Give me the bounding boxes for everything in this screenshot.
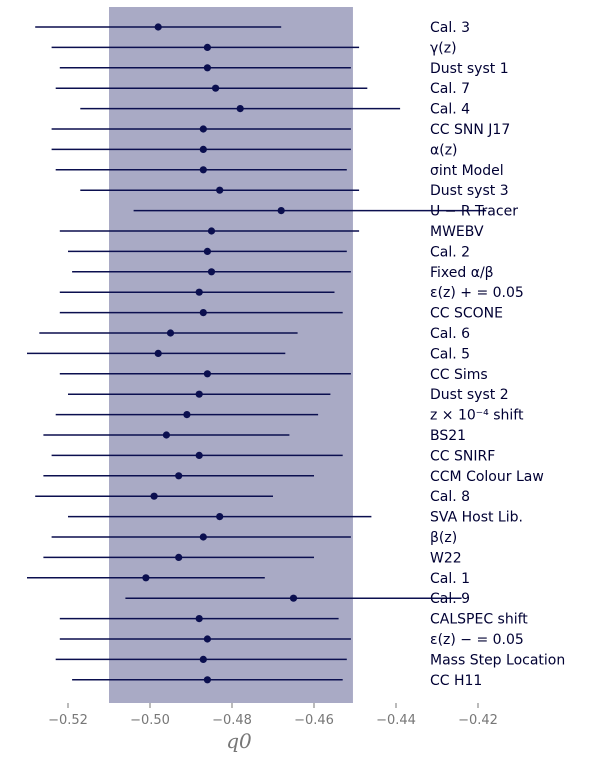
x-tick-label: −0.48 [212,713,252,728]
series-label: SVA Host Lib. [430,510,523,526]
data-point [207,227,216,235]
series-label: ε(z) − = 0.05 [430,632,524,648]
series-label: Cal. 6 [430,326,470,342]
series-label: CC SNN J17 [430,122,510,138]
data-point [199,533,207,541]
data-point [212,84,220,92]
series-label: ε(z) + = 0.05 [430,285,524,301]
series-label: σint Model [430,163,504,179]
series-label: Mass Step Location [430,652,565,668]
data-point [154,349,162,357]
series-label: Dust syst 2 [430,387,509,403]
data-point [150,492,158,500]
data-point [203,676,211,684]
series-label: U − R Tracer [430,204,518,220]
data-point [203,370,211,378]
data-point [236,105,244,113]
series-label: Cal. 9 [430,591,470,607]
series-label: Cal. 5 [430,346,470,362]
x-tick-label: −0.42 [458,713,498,728]
x-axis-title-symbol: q0 [226,729,252,753]
data-point [183,411,191,419]
series-label: α(z) [430,142,458,158]
data-point [166,329,175,337]
data-point [195,390,203,398]
series-label: Fixed α/β [430,265,494,281]
data-point [216,186,224,194]
series-label: CC SNIRF [430,448,495,464]
x-tick-label: −0.52 [48,713,88,728]
series-label: CALSPEC shift [430,612,528,628]
data-point [277,207,285,215]
series-label: Cal. 8 [430,489,470,505]
data-point [199,145,207,153]
data-point [207,268,216,276]
data-point [195,615,203,623]
series-label: Dust syst 1 [430,61,509,77]
series-label: β(z) [430,530,457,546]
x-tick-label: −0.50 [130,713,170,728]
reference-band [109,7,353,703]
data-point [154,23,162,31]
data-point [203,635,211,643]
series-label: MWEBV [430,224,484,240]
data-point [175,472,183,480]
series-label: CC H11 [430,673,482,689]
series-label: CC Sims [430,367,488,383]
x-tick-label: −0.46 [294,713,334,728]
series-label: Cal. 3 [430,20,470,36]
data-point [199,309,207,317]
data-point [203,247,211,255]
data-point [199,166,207,174]
series-label: z × 10⁻⁴ shift [430,408,524,424]
series-label: Cal. 2 [430,244,470,260]
series-label: Dust syst 3 [430,183,509,199]
series-label: CC SCONE [430,306,503,322]
series-label: W22 [430,550,462,566]
series-label: CCM Colour Law [430,469,544,485]
series-label: Cal. 4 [430,102,470,118]
data-point [142,574,150,582]
data-point [195,451,203,459]
series-label: BS21 [430,428,466,444]
series-label: γ(z) [430,40,457,56]
data-point [203,64,211,72]
data-point [199,125,207,133]
data-point [199,655,207,664]
series-label: Cal. 7 [430,81,470,97]
data-point [175,553,183,562]
series-label: Cal. 1 [430,571,470,587]
data-point [289,594,298,602]
x-tick-label: −0.44 [376,713,416,728]
data-point [203,43,211,52]
data-point [195,288,203,296]
data-point [162,431,170,439]
x-axis-title: q0 [226,729,252,753]
data-point [216,513,224,521]
